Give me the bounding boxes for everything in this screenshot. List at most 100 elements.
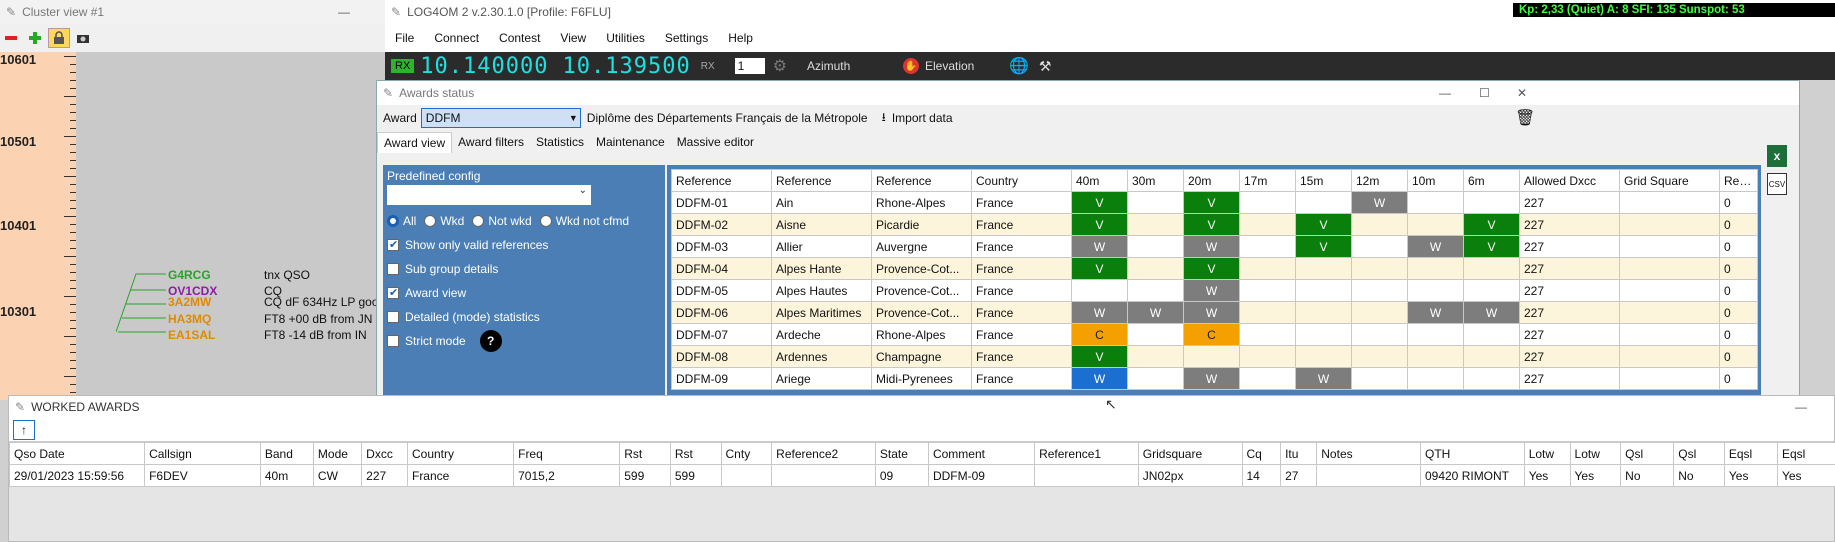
close-button[interactable]: ✕ xyxy=(1517,86,1528,100)
vfo-b-display[interactable]: 10.139500 xyxy=(562,53,691,79)
spot-callsign[interactable]: EA1SAL xyxy=(168,328,216,342)
checkbox-award-view[interactable]: Award view xyxy=(383,281,665,305)
award-column-header[interactable]: Reference xyxy=(771,169,872,192)
worked-column-header[interactable]: Lotw xyxy=(1569,442,1622,465)
band-status-cell[interactable] xyxy=(1239,323,1296,346)
worked-column-header[interactable]: Qso Date xyxy=(8,442,146,465)
band-status-cell[interactable] xyxy=(1295,279,1352,302)
band-status-cell[interactable]: W xyxy=(1071,301,1128,324)
band-status-cell[interactable] xyxy=(1463,323,1520,346)
band-status-cell[interactable]: V xyxy=(1071,257,1128,280)
award-column-header[interactable]: 20m xyxy=(1183,169,1240,192)
stop-icon[interactable]: ✋ xyxy=(902,58,919,74)
worked-column-header[interactable]: Cnty xyxy=(720,442,773,465)
band-status-cell[interactable] xyxy=(1239,279,1296,302)
band-status-cell[interactable] xyxy=(1351,345,1408,368)
checkbox-sub-group[interactable]: Sub group details xyxy=(383,257,665,281)
menu-help[interactable]: Help xyxy=(728,31,753,45)
band-status-cell[interactable] xyxy=(1295,191,1352,214)
minimize-button[interactable]: — xyxy=(1439,86,1451,100)
band-status-cell[interactable] xyxy=(1127,323,1184,346)
award-column-header[interactable]: 6m xyxy=(1463,169,1520,192)
worked-column-header[interactable]: Rst xyxy=(619,442,671,465)
lock-icon[interactable] xyxy=(48,28,70,48)
award-row[interactable]: DDFM-05 Alpes Hautes Provence-Cot... France… xyxy=(671,279,1758,302)
band-status-cell[interactable] xyxy=(1407,279,1464,302)
import-data-button[interactable]: Import data xyxy=(891,111,953,125)
band-status-cell[interactable] xyxy=(1239,191,1296,214)
tab-maintenance[interactable]: Maintenance xyxy=(595,135,665,149)
band-status-cell[interactable] xyxy=(1239,367,1296,390)
tab-award-view[interactable]: Award view xyxy=(377,131,453,153)
band-status-cell[interactable] xyxy=(1351,301,1408,324)
worked-column-header[interactable]: Comment xyxy=(927,442,1036,465)
band-status-cell[interactable] xyxy=(1295,345,1352,368)
band-status-cell[interactable] xyxy=(1127,367,1184,390)
checkbox[interactable] xyxy=(387,311,399,323)
award-column-header[interactable]: Grid Square xyxy=(1619,169,1720,192)
worked-column-header[interactable]: Band xyxy=(259,442,314,465)
globe-icon[interactable]: 🌐 xyxy=(1008,58,1029,75)
worked-column-header[interactable]: Callsign xyxy=(144,442,261,465)
band-status-cell[interactable]: V xyxy=(1071,345,1128,368)
band-status-cell[interactable]: W xyxy=(1071,367,1128,390)
band-status-cell[interactable] xyxy=(1239,301,1296,324)
band-status-cell[interactable] xyxy=(1239,345,1296,368)
zoom-in-icon[interactable] xyxy=(24,28,46,48)
worked-column-header[interactable]: Rst xyxy=(669,442,722,465)
predefined-config-select[interactable]: ⌄ xyxy=(387,185,591,205)
band-status-cell[interactable]: W xyxy=(1183,367,1240,390)
band-status-cell[interactable] xyxy=(1407,367,1464,390)
band-status-cell[interactable]: W xyxy=(1183,279,1240,302)
worked-column-header[interactable]: Cq xyxy=(1241,442,1282,465)
checkbox[interactable] xyxy=(387,335,399,347)
worked-column-header[interactable]: Qsl xyxy=(1673,442,1725,465)
band-status-cell[interactable] xyxy=(1463,257,1520,280)
tab-massive-editor[interactable]: Massive editor xyxy=(676,135,755,149)
worked-column-header[interactable]: Lotw xyxy=(1523,442,1571,465)
checkbox[interactable] xyxy=(387,286,399,299)
band-status-cell[interactable] xyxy=(1127,257,1184,280)
worked-column-header[interactable]: Country xyxy=(406,442,515,465)
worked-column-header[interactable]: Mode xyxy=(312,442,363,465)
award-row[interactable]: DDFM-02 Aisne Picardie France V V V V 227 0 xyxy=(671,213,1758,236)
band-status-cell[interactable] xyxy=(1127,279,1184,302)
menu-utilities[interactable]: Utilities xyxy=(606,31,645,45)
worked-column-header[interactable]: Gridsquare xyxy=(1137,442,1243,465)
band-status-cell[interactable] xyxy=(1407,257,1464,280)
band-status-cell[interactable] xyxy=(1351,213,1408,236)
maximize-button[interactable]: ☐ xyxy=(1479,86,1490,100)
award-column-header[interactable]: 15m xyxy=(1295,169,1352,192)
award-row[interactable]: DDFM-09 Ariege Midi-Pyrenees France W W W 227 0 xyxy=(671,367,1758,390)
band-status-cell[interactable]: V xyxy=(1463,213,1520,236)
band-status-cell[interactable] xyxy=(1239,235,1296,258)
worked-column-header[interactable]: Eqsl xyxy=(1776,442,1835,465)
award-select[interactable]: DDFM ▼ xyxy=(420,108,581,128)
band-status-cell[interactable] xyxy=(1463,191,1520,214)
award-row[interactable]: DDFM-08 Ardennes Champagne France V 227 0 xyxy=(671,345,1758,368)
band-status-cell[interactable] xyxy=(1351,367,1408,390)
checkbox[interactable] xyxy=(387,238,399,251)
band-status-cell[interactable]: V xyxy=(1183,213,1240,236)
band-status-cell[interactable]: C xyxy=(1071,323,1128,346)
spot-callsign[interactable]: 3A2MW xyxy=(168,295,212,309)
band-status-cell[interactable]: V xyxy=(1463,235,1520,258)
band-status-cell[interactable] xyxy=(1239,213,1296,236)
band-status-cell[interactable] xyxy=(1407,345,1464,368)
band-status-cell[interactable] xyxy=(1127,213,1184,236)
award-column-header[interactable]: 10m xyxy=(1407,169,1464,192)
band-status-cell[interactable]: V xyxy=(1295,213,1352,236)
camera-icon[interactable] xyxy=(72,28,94,48)
band-status-cell[interactable] xyxy=(1463,345,1520,368)
band-status-cell[interactable]: V xyxy=(1295,235,1352,258)
checkbox-detailed-stats[interactable]: Detailed (mode) statistics xyxy=(383,305,665,329)
minimize-button[interactable]: — xyxy=(1795,400,1807,414)
band-status-cell[interactable] xyxy=(1351,235,1408,258)
band-status-cell[interactable] xyxy=(1351,279,1408,302)
band-status-cell[interactable] xyxy=(1127,191,1184,214)
menu-file[interactable]: File xyxy=(395,31,415,45)
csv-export-icon[interactable]: CSV xyxy=(1767,173,1787,195)
import-icon[interactable]: ⭳ xyxy=(881,109,886,124)
band-status-cell[interactable] xyxy=(1351,257,1408,280)
band-status-cell[interactable]: V xyxy=(1071,213,1128,236)
